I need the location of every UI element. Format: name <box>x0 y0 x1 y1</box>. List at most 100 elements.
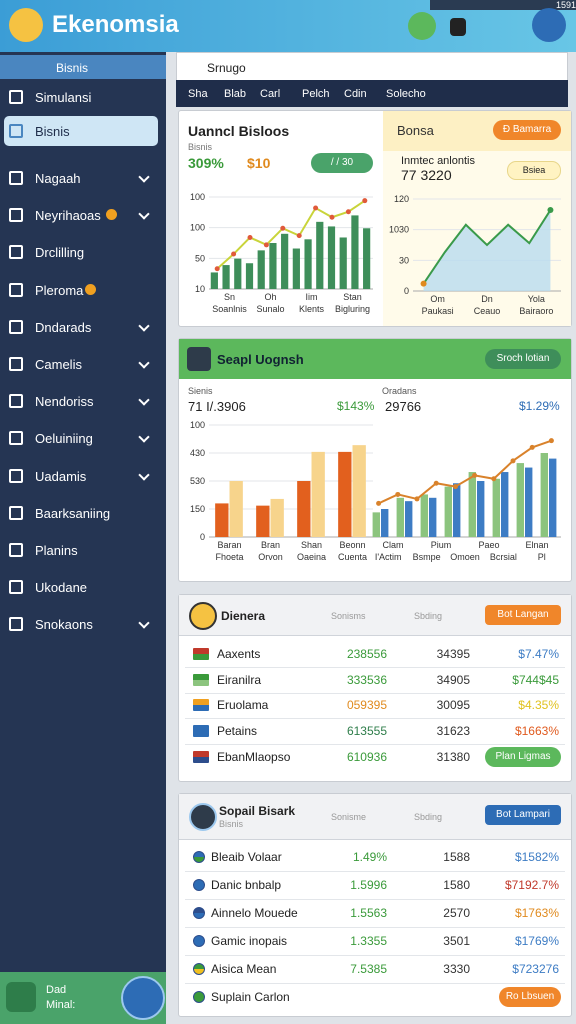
sidebar-search[interactable]: Bisnis <box>0 55 166 79</box>
card-title: Uanncl Bisloos <box>188 123 290 139</box>
search-button[interactable] <box>408 12 436 40</box>
column-header: Sbding <box>414 812 443 822</box>
y-axis-label: 0 <box>200 532 205 542</box>
row-value: 31380 <box>436 749 470 764</box>
row-value: 610936 <box>346 749 387 764</box>
notification-icon[interactable] <box>450 18 466 36</box>
nav-icon <box>9 171 23 185</box>
bar <box>339 237 347 289</box>
nav-label[interactable]: Camelis <box>35 357 82 372</box>
point <box>547 207 554 214</box>
row-name: Ainnelo Mouede <box>211 906 298 920</box>
header-button[interactable]: Sroch lotian <box>485 349 561 369</box>
tab[interactable]: Solecho <box>386 88 426 100</box>
x-axis-label: Cuenta <box>338 552 367 562</box>
row-value: 333536 <box>346 672 387 687</box>
tab[interactable]: Blab <box>224 88 247 100</box>
bar <box>222 265 230 289</box>
point <box>247 234 253 240</box>
column-header: Sonisme <box>331 812 367 822</box>
nav-label[interactable]: Planins <box>35 543 78 558</box>
x-axis-label: Bsmpe <box>413 552 441 562</box>
profile-button[interactable] <box>532 8 566 42</box>
row-name: Danic bnbalp <box>211 878 282 892</box>
nav-label[interactable]: Bisnis <box>35 124 70 139</box>
row-name: Gamic inopais <box>211 934 288 948</box>
panel-button[interactable]: Đ Bamarra <box>493 120 561 140</box>
point <box>420 280 427 287</box>
nav-label[interactable]: Ukodane <box>35 580 88 596</box>
nav-icon <box>9 357 23 371</box>
tab[interactable]: Sha <box>188 88 208 100</box>
row-value: $1663% <box>514 724 559 739</box>
nav-label[interactable]: Baarksaniing <box>35 505 111 521</box>
x-axis-label: Om <box>430 294 445 304</box>
bar <box>215 503 229 537</box>
nav-label[interactable]: Neyrihaoas <box>35 208 101 224</box>
footer-button[interactable] <box>121 976 165 1020</box>
pill[interactable]: / / 30 <box>311 153 373 173</box>
panel-value: 77 3220 <box>401 167 452 183</box>
bar <box>549 458 557 537</box>
x-axis-label: Dn <box>481 294 493 304</box>
row-icon <box>193 673 209 686</box>
nav-label[interactable]: Uadamis <box>35 468 87 484</box>
x-axis-label: Elnan <box>525 540 548 550</box>
x-axis-label: Paukasi <box>422 306 454 316</box>
row-name: Aaxents <box>217 647 261 661</box>
bar <box>525 467 533 537</box>
bar-line-chart: Clam Pium Paeo Elnan I'Actim Bsmpe Omoen Bcrsia… <box>369 438 561 562</box>
nav-icon <box>9 282 23 297</box>
table-card: Sopail Bisark Bisnis Sonisme Sbding Bot … <box>178 793 572 1017</box>
row-value: 1588 <box>443 850 470 864</box>
chip[interactable]: Bsiea <box>507 161 561 180</box>
tab[interactable]: Pelch <box>302 88 330 100</box>
tab-bar: Sha Blab Carl Pelch Cdin Solecho <box>176 80 568 107</box>
chevron <box>138 394 150 406</box>
y-axis-label: 100 <box>190 192 205 202</box>
y-axis-label: 50 <box>195 253 205 263</box>
point <box>296 233 302 239</box>
logo[interactable] <box>9 8 43 42</box>
nav-label[interactable]: Simulansi <box>35 90 92 105</box>
table-card: Dienera Sonisms Sbding Bot Langan Aaxent… <box>178 594 572 782</box>
top-search[interactable]: Srnugo <box>176 52 568 82</box>
nav-label[interactable]: Pleroma <box>35 282 84 298</box>
row-button[interactable]: Ro Lbsuen <box>499 987 561 1007</box>
line <box>422 209 552 285</box>
nav-icon <box>9 208 23 223</box>
nav-label[interactable]: Nendoriss <box>35 394 94 410</box>
row-value: $7192.7% <box>504 878 559 892</box>
status-bar: 1591 <box>430 0 576 10</box>
row-divider <box>185 718 565 720</box>
header-button[interactable]: Bot Lampari <box>485 805 561 825</box>
column-header: Sonisms <box>331 611 366 621</box>
row-value: $1769% <box>514 934 559 948</box>
nav-label[interactable]: Oeluiniing <box>35 431 93 447</box>
tab[interactable]: Cdin <box>344 88 367 100</box>
nav-label[interactable]: Dndarads <box>35 319 92 335</box>
bar <box>492 478 500 537</box>
header-button[interactable]: Bot Langan <box>485 605 561 625</box>
bar <box>396 497 404 537</box>
row-value: 1.5563 <box>350 906 387 920</box>
x-axis-label: Pl <box>538 552 546 562</box>
nav-label[interactable]: Drclilling <box>35 245 85 261</box>
bar <box>351 215 359 289</box>
x-axis-label: Bairaoro <box>519 306 553 316</box>
nav-label[interactable]: Snokaons <box>35 617 93 633</box>
row-divider <box>185 666 565 668</box>
card-title: Seapl Uognsh <box>217 352 304 367</box>
x-axis-label: Soanlnis <box>212 304 247 314</box>
row-button[interactable]: Plan Ligmas <box>485 746 561 767</box>
bar <box>327 226 336 289</box>
area-chart: 120 1030 30 0 Om Dn Yola Paukasi Ceauo Bairaoro <box>389 194 561 316</box>
y-axis-label: 530 <box>190 476 205 486</box>
footer-line: Minal: <box>46 999 76 1011</box>
point <box>452 484 458 490</box>
nav-label[interactable]: Nagaah <box>35 171 81 186</box>
x-axis-label: Pium <box>431 540 452 550</box>
tab[interactable]: Carl <box>260 88 281 100</box>
y-axis-label: 100 <box>190 223 205 233</box>
card-subtitle: Bisnis <box>188 142 213 152</box>
